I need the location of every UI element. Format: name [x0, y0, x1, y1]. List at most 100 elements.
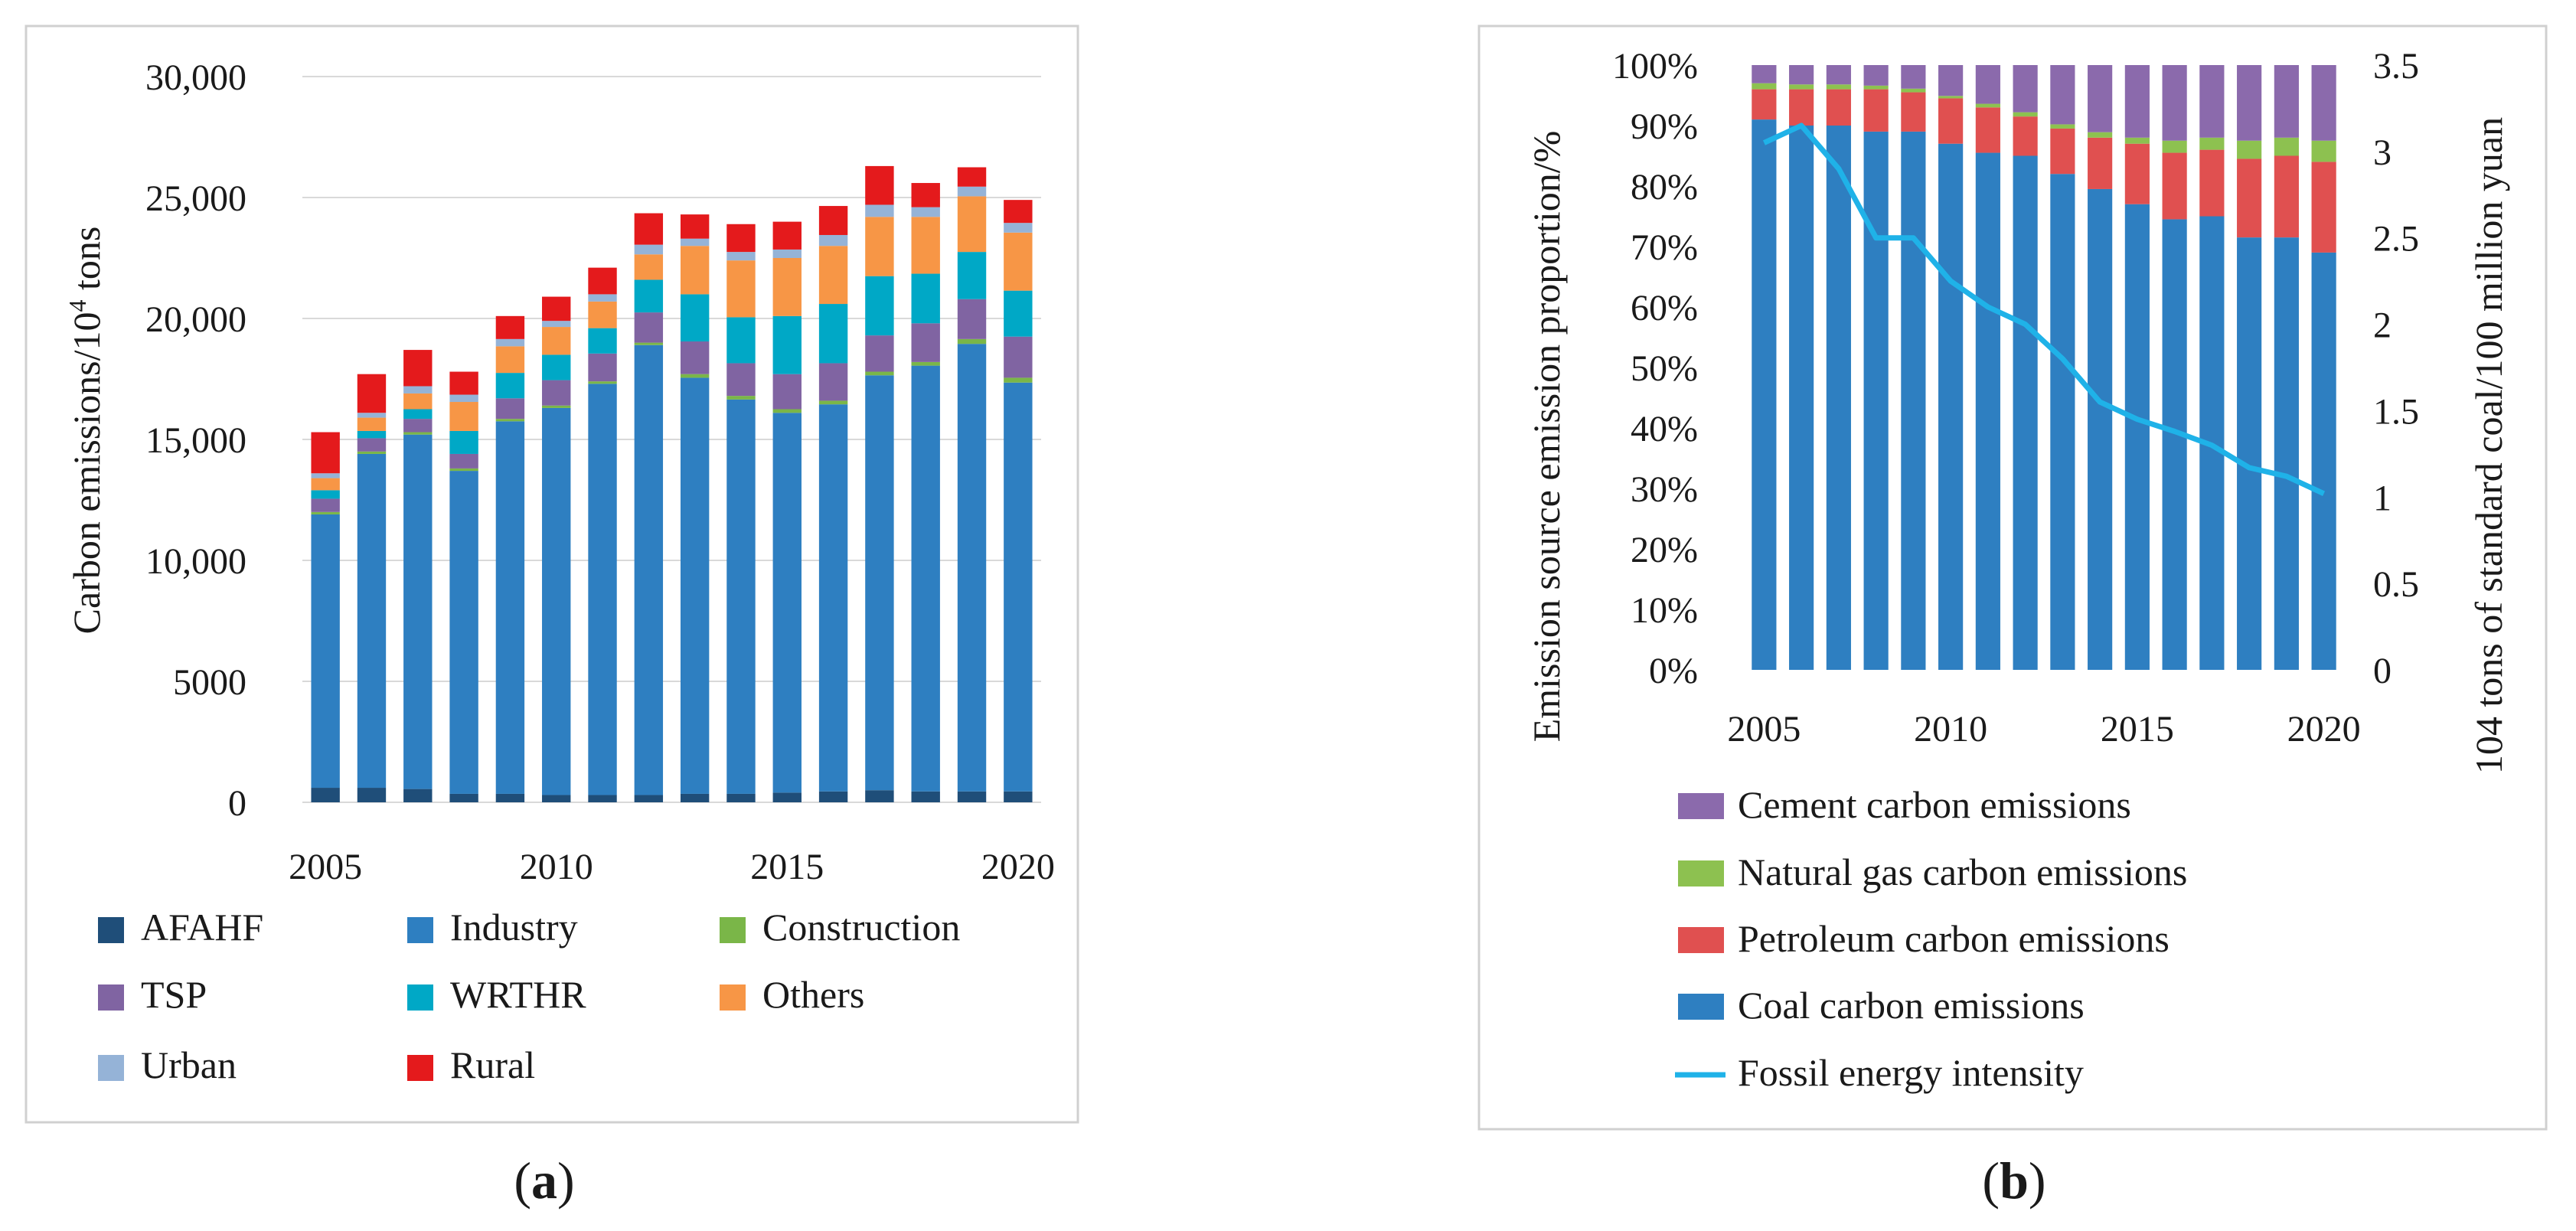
bar-cement-carbon-emissions-2020	[2311, 65, 2336, 141]
bar-afahf-2006	[357, 788, 387, 802]
chart-a-x-tick-label: 2015	[750, 847, 824, 887]
bar-natural-gas-carbon-emissions-2006	[1789, 84, 1814, 90]
bar-urban-2018	[911, 207, 940, 217]
bar-wrthr-2013	[680, 294, 710, 342]
bar-afahf-2020	[1004, 791, 1033, 802]
bar-rural-2006	[357, 374, 387, 413]
bar-natural-gas-carbon-emissions-2016	[2162, 140, 2187, 153]
bar-industry-2010	[542, 407, 571, 795]
legend-swatch-cement-carbon-emissions	[1678, 793, 1724, 819]
chart-b-legend: Cement carbon emissions Natural gas carbo…	[1675, 783, 2187, 1094]
bar-wrthr-2016	[818, 304, 848, 364]
bar-coal-carbon-emissions-2010	[1938, 143, 1964, 670]
bar-cement-carbon-emissions-2018	[2237, 65, 2262, 141]
bar-afahf-2017	[865, 790, 894, 802]
bar-coal-carbon-emissions-2016	[2162, 219, 2187, 670]
bar-petroleum-carbon-emissions-2012	[2013, 116, 2038, 156]
bar-wrthr-2017	[865, 276, 894, 336]
chart-b-y2-axis-title: 104 tons of standard coal/100 million yu…	[2467, 117, 2510, 774]
chart-a-y-tick-label: 5000	[173, 662, 246, 703]
legend-label-coal-carbon-emissions: Coal carbon emissions	[1738, 984, 2085, 1027]
bar-petroleum-carbon-emissions-2017	[2199, 149, 2225, 217]
bar-wrthr-2009	[495, 373, 525, 399]
chart-b-y2-ticks: 0 0.5 1 1.5 2 2.5 3 3.5	[2373, 46, 2419, 691]
chart-a: 0 5000 10,000 15,000 20,000 25,000 30,000 2005…	[24, 24, 1079, 1124]
chart-a-x-tick-label: 2005	[289, 847, 362, 887]
bar-construction-2007	[403, 432, 433, 435]
chart-b-y2-tick-label: 2.5	[2373, 219, 2419, 260]
bar-others-2015	[772, 258, 802, 316]
bar-tsp-2007	[403, 419, 433, 433]
bar-others-2017	[865, 217, 894, 276]
bar-urban-2011	[588, 294, 617, 302]
bar-wrthr-2015	[772, 315, 802, 374]
chart-b-x-tick-label: 2020	[2287, 709, 2361, 749]
line-fossil-energy-intensity	[1762, 122, 2326, 496]
bar-industry-2012	[634, 344, 664, 795]
bar-industry-2015	[772, 413, 802, 793]
bar-coal-carbon-emissions-2012	[2013, 155, 2038, 670]
chart-b-x-tick-label: 2010	[1914, 709, 1987, 749]
bar-natural-gas-carbon-emissions-2008	[1863, 85, 1889, 90]
bar-wrthr-2018	[911, 273, 940, 324]
bar-rural-2012	[634, 213, 664, 245]
bar-urban-2008	[449, 394, 478, 403]
chart-a-y-tick-label: 25,000	[145, 178, 246, 219]
legend-swatch-construction	[720, 917, 746, 943]
bar-cement-carbon-emissions-2016	[2162, 65, 2187, 141]
bar-others-2008	[449, 402, 478, 431]
bar-cement-carbon-emissions-2006	[1789, 65, 1814, 85]
bar-natural-gas-carbon-emissions-2007	[1826, 84, 1851, 90]
chart-b-x-tick-label: 2015	[2101, 709, 2174, 749]
legend-label-afahf: AFAHF	[141, 906, 263, 949]
bar-tsp-2008	[449, 453, 478, 469]
bar-natural-gas-carbon-emissions-2010	[1938, 96, 1964, 99]
bar-rural-2016	[818, 206, 848, 235]
bar-industry-2013	[680, 377, 710, 794]
bar-industry-2018	[911, 365, 940, 792]
bar-rural-2014	[726, 224, 756, 253]
chart-b-y-tick-label: 70%	[1631, 227, 1698, 268]
bar-wrthr-2006	[357, 430, 387, 439]
bar-others-2020	[1004, 232, 1033, 291]
bar-urban-2005	[311, 473, 340, 478]
bar-industry-2019	[957, 344, 987, 792]
bar-urban-2010	[542, 321, 571, 328]
bar-tsp-2006	[357, 438, 387, 452]
bar-wrthr-2005	[311, 490, 340, 499]
chart-a-y-tick-label: 10,000	[145, 541, 246, 582]
bar-cement-carbon-emissions-2017	[2199, 65, 2225, 138]
bar-construction-2019	[957, 338, 987, 344]
chart-b-y2-tick-label: 2	[2373, 305, 2392, 346]
bar-afahf-2019	[957, 791, 987, 802]
bar-coal-carbon-emissions-2013	[2050, 174, 2075, 670]
chart-b-y2-tick-label: 3.5	[2373, 46, 2419, 87]
bar-construction-2009	[495, 419, 525, 422]
bar-cement-carbon-emissions-2007	[1826, 65, 1851, 85]
bar-urban-2015	[772, 249, 802, 258]
bar-cement-carbon-emissions-2014	[2088, 65, 2113, 132]
chart-b-y-tick-label: 100%	[1612, 46, 1698, 87]
bar-wrthr-2011	[588, 328, 617, 354]
bar-petroleum-carbon-emissions-2014	[2088, 137, 2113, 189]
legend-swatch-others	[720, 984, 746, 1011]
bar-coal-carbon-emissions-2020	[2311, 252, 2336, 670]
chart-a-y-tick-label: 0	[228, 783, 246, 824]
bar-rural-2008	[449, 371, 478, 395]
bar-others-2012	[634, 254, 664, 280]
bar-others-2013	[680, 246, 710, 295]
chart-a-bars	[311, 165, 1033, 802]
legend-label-wrthr: WRTHR	[450, 973, 586, 1016]
bar-others-2019	[957, 196, 987, 253]
bar-others-2006	[357, 417, 387, 431]
bar-afahf-2014	[726, 793, 756, 802]
bar-coal-carbon-emissions-2008	[1863, 131, 1889, 670]
legend-swatch-afahf	[98, 917, 124, 943]
bar-petroleum-carbon-emissions-2009	[1901, 92, 1926, 132]
bar-urban-2019	[957, 186, 987, 197]
bar-industry-2006	[357, 453, 387, 789]
bar-natural-gas-carbon-emissions-2017	[2199, 137, 2225, 150]
bar-afahf-2015	[772, 792, 802, 802]
chart-b-y-ticks: 0% 10% 20% 30% 40% 50% 60% 70% 80% 90% 100%	[1612, 46, 1698, 691]
chart-b-x-ticks: 2005 2010 2015 2020	[1727, 709, 2360, 749]
